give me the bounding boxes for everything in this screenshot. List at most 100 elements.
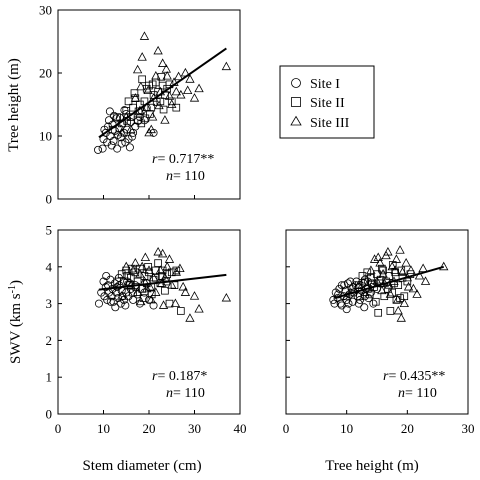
x-tick-label: 0 [55,421,62,436]
x-axis-label: Stem diameter (cm) [82,458,201,474]
data-point-triangle [143,85,153,95]
data-point-circle [329,295,338,304]
plot-frame [57,229,241,415]
data-point-triangle [157,248,168,258]
data-point-square [394,281,403,289]
data-point-triangle [399,298,409,307]
data-point-square [374,308,383,317]
data-point-square [386,307,395,315]
data-point-triangle [418,263,428,273]
data-point-triangle [151,287,161,296]
data-point-triangle [117,291,127,300]
data-point-triangle [162,261,172,271]
data-point-circle [343,279,352,288]
data-point-triangle [167,280,177,289]
data-point-circle [348,297,357,306]
data-point-circle [337,281,346,290]
data-point-square [371,297,380,306]
y-tick-label: 0 [46,192,53,207]
y-tick-label: 2 [46,333,53,348]
data-point-circle [112,114,121,123]
data-point-triangle [164,91,175,100]
square-marker-icon [291,97,301,107]
data-point-circle [98,144,107,153]
x-tick-label: 20 [401,421,414,436]
data-point-square [154,259,162,267]
plot-area: 0 10 20 30 [283,229,475,436]
data-point-triangle [153,45,163,55]
data-point-square [163,84,172,93]
data-point-triangle [403,281,414,291]
data-point-circle [369,299,378,308]
data-point-triangle [161,64,171,73]
plot-area: 0 1 2 3 4 5 0 10 20 30 40 [46,223,247,437]
data-point-circle [125,143,134,152]
data-point-square [177,307,185,315]
data-point-triangle [130,257,141,267]
data-point-circle [336,299,345,308]
data-point-square [113,277,121,286]
data-point-square [113,113,121,121]
data-point-triangle [146,124,156,134]
data-point-square [147,290,156,299]
y-axis-label: SWV (km s-1) [7,280,24,364]
data-point-triangle [420,276,431,285]
data-point-triangle [136,81,146,91]
data-point-triangle [387,261,397,271]
y-tick-label: 30 [39,3,52,18]
data-point-triangle [221,61,232,71]
x-tick-label: 40 [234,421,247,436]
data-point-triangle [171,86,181,96]
data-point-triangle [142,283,152,293]
data-point-triangle [160,115,170,124]
data-point-square [122,266,131,275]
x-tick-label: 30 [188,421,201,436]
regression-line [334,265,445,300]
data-point-square [141,114,150,123]
data-point-triangle [377,285,387,295]
data-point-triangle [194,83,204,93]
x-tick-label: 20 [143,421,156,436]
data-point-triangle [401,257,411,267]
data-point-triangle [167,99,177,108]
data-point-square [161,286,169,295]
data-point-circle [344,299,353,308]
data-point-square [131,94,140,103]
data-point-circle [340,281,349,290]
data-point-triangle [142,102,152,112]
data-point-triangle [121,261,131,271]
data-point-triangle [178,281,188,291]
data-point-triangle [164,254,175,263]
legend-label-site-ii: Site II [310,96,345,111]
data-point-circle [111,303,120,312]
x-tick-label: 10 [97,421,110,436]
data-point-triangle [360,287,370,296]
data-point-triangle [182,85,193,95]
data-point-triangle [373,252,383,261]
panel-height-vs-diameter: 0 10 20 30 Tree height (m) r= 0.717** n= 11… [6,3,241,207]
data-point-triangle [128,265,138,274]
data-point-triangle [397,267,408,276]
y-tick-label: 3 [46,296,53,311]
data-point-triangle [158,300,169,309]
y-tick-label: 0 [46,407,53,422]
data-point-triangle [395,245,405,254]
data-point-triangle [137,261,147,271]
data-point-triangle [155,265,166,274]
data-point-circle [144,295,153,304]
plot-area: 0 10 20 30 [39,3,241,207]
data-point-triangle [383,246,393,256]
data-point-triangle [385,289,396,298]
data-point-circle [114,294,123,303]
data-point-square [356,292,364,301]
data-point-square [380,292,389,301]
data-point-triangle [126,280,136,289]
data-point-triangle [146,294,156,304]
data-point-triangle [189,291,200,300]
n-stat: n= 110 [398,386,437,401]
y-tick-label: 4 [46,259,53,274]
plot-frame [285,229,469,415]
data-point-square [123,272,131,280]
data-point-square [363,268,372,277]
data-point-triangle [170,298,181,307]
